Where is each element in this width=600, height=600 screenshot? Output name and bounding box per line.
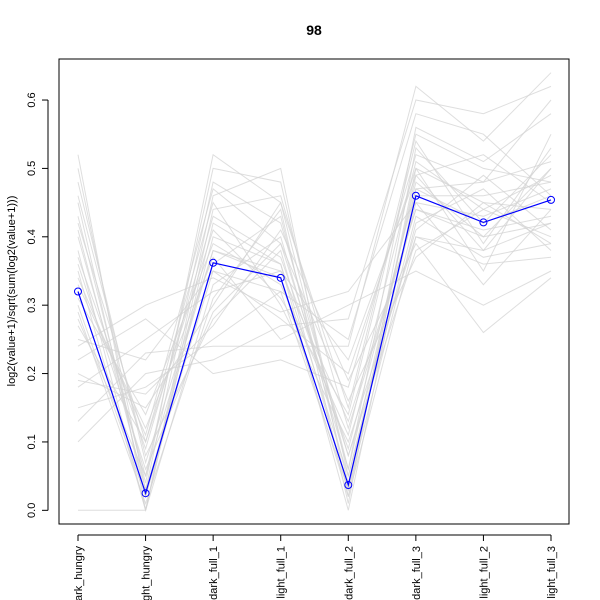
background-series-line-21 bbox=[77, 201, 552, 347]
background-series-line-5 bbox=[77, 188, 552, 492]
y-tick-label: 0.0 bbox=[26, 503, 38, 518]
highlight-point-dark_full_3 bbox=[411, 191, 420, 200]
y-tick-label: 0.3 bbox=[26, 298, 38, 313]
highlight-point-dark_hungry bbox=[74, 287, 82, 296]
plot-frame bbox=[58, 58, 570, 525]
background-series-line-7 bbox=[77, 168, 552, 490]
x-tick-label: ght_hungry bbox=[141, 546, 153, 600]
background-series-line-27 bbox=[77, 72, 552, 422]
highlight-point-light_hungry bbox=[141, 489, 150, 498]
highlight-point-light_full_2 bbox=[479, 218, 488, 227]
y-tick-label: 0.5 bbox=[26, 161, 38, 176]
x-tick-label: dark_full_3 bbox=[411, 546, 423, 600]
background-series-line-12 bbox=[77, 99, 552, 388]
highlight-point-dark_full_2 bbox=[344, 481, 353, 490]
background-series-line-4 bbox=[77, 133, 552, 410]
background-series-line-25 bbox=[77, 146, 552, 506]
background-series-line-19 bbox=[77, 154, 552, 511]
x-axis: ark_hungry ght_hungry dark_full_1 light_ful… bbox=[73, 534, 558, 600]
highlight-series-group bbox=[74, 191, 555, 498]
highlight-point-dark_full_1 bbox=[209, 258, 218, 267]
highlight-point-light_full_3 bbox=[547, 195, 555, 204]
y-tick-label: 0.4 bbox=[26, 229, 38, 244]
background-series-line-22 bbox=[77, 113, 552, 484]
background-series-line-16 bbox=[77, 139, 552, 444]
chart-title: 98 bbox=[306, 22, 322, 38]
y-tick-label: 0.2 bbox=[26, 366, 38, 381]
background-series-line-13 bbox=[77, 167, 552, 477]
y-axis-label: log2(value+1)/sqrt(sum(log2(value+1))) bbox=[6, 196, 18, 387]
background-series-line-24 bbox=[77, 161, 552, 451]
x-tick-label: light_full_1 bbox=[276, 546, 288, 599]
y-tick-label: 0.1 bbox=[26, 434, 38, 449]
x-tick-label: dark_full_2 bbox=[343, 546, 355, 600]
highlight-point-light_full_1 bbox=[276, 273, 285, 282]
background-series-line-14 bbox=[77, 154, 552, 388]
background-series-line-8 bbox=[77, 113, 552, 409]
y-axis: 0.0 0.1 0.2 0.3 0.4 0.5 0.6 bbox=[26, 92, 49, 518]
x-tick-label: light_full_3 bbox=[546, 546, 558, 599]
background-series-line-28 bbox=[77, 188, 552, 437]
x-tick-label: light_full_2 bbox=[478, 546, 490, 599]
highlight-series-line bbox=[77, 194, 552, 496]
background-series-group bbox=[77, 72, 552, 513]
x-tick-label: dark_full_1 bbox=[208, 546, 220, 600]
background-series-line-17 bbox=[77, 174, 552, 471]
background-series-line-23 bbox=[77, 228, 552, 395]
x-tick-label: ark_hungry bbox=[73, 546, 85, 600]
background-series-line-20 bbox=[77, 160, 552, 437]
y-tick-label: 0.6 bbox=[26, 92, 38, 107]
